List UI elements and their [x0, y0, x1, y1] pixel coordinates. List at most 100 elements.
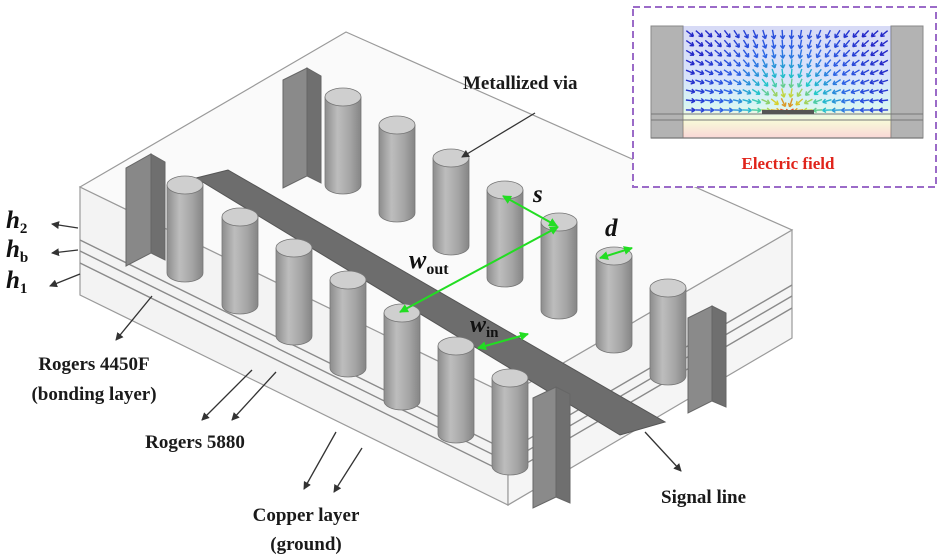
field-arrow — [761, 98, 771, 105]
leader-rogers-5880-b — [231, 371, 277, 421]
field-arrow — [850, 79, 860, 85]
field-arrow — [859, 107, 870, 113]
metallized-via — [324, 87, 362, 195]
field-arrow — [733, 39, 741, 48]
field-arrow — [795, 98, 804, 106]
metallized-via — [491, 368, 529, 476]
field-arrow — [806, 59, 813, 69]
label-s: s — [532, 181, 543, 208]
field-arrow — [851, 59, 860, 67]
label-d: d — [605, 215, 618, 242]
field-arrow — [761, 78, 769, 87]
field-arrow — [752, 49, 759, 59]
field-arrow — [704, 39, 713, 48]
field-arrow — [685, 79, 696, 85]
leader-metallized-via — [461, 112, 536, 158]
field-arrow — [723, 89, 733, 95]
field-arrow — [704, 69, 714, 76]
field-arrow — [814, 78, 822, 87]
field-arrow — [704, 98, 715, 104]
field-arrow — [704, 49, 714, 57]
metallized-via — [595, 246, 633, 354]
field-arrow — [813, 88, 823, 96]
inset-signal-strip — [762, 110, 814, 114]
label-win: win — [470, 312, 499, 341]
field-arrow — [779, 49, 786, 59]
field-arrow — [695, 69, 705, 76]
field-arrow — [860, 59, 870, 66]
field-arrow — [806, 29, 813, 40]
field-arrow — [733, 69, 742, 76]
field-arrow — [770, 29, 777, 40]
field-arrow — [770, 98, 780, 106]
field-arrow — [803, 98, 813, 105]
field-arrow — [831, 89, 842, 95]
end-post-front — [532, 386, 571, 509]
label-signal-line: Signal line — [661, 487, 746, 508]
field-arrow — [714, 98, 724, 104]
leader-hb — [51, 248, 79, 257]
field-arrow — [796, 88, 803, 98]
field-arrow — [714, 88, 724, 95]
field-arrow — [805, 78, 813, 88]
field-arrow — [869, 107, 879, 113]
label-rogers-4450f-line2: (bonding layer) — [31, 384, 156, 405]
field-arrow — [822, 107, 832, 113]
field-arrow — [770, 39, 777, 50]
field-arrow — [860, 69, 870, 76]
field-arrow — [733, 29, 740, 39]
field-arrow — [704, 59, 714, 66]
label-metallized-via: Metallized via — [463, 73, 578, 94]
electric-field-inset: Electric field — [632, 6, 937, 188]
field-arrow — [825, 39, 832, 49]
field-arrow — [723, 98, 734, 104]
field-arrow — [841, 69, 851, 76]
field-arrow — [878, 69, 889, 76]
field-arrow — [752, 29, 759, 40]
field-arrow — [714, 107, 724, 113]
field-arrow — [695, 97, 705, 104]
field-arrow — [771, 59, 777, 69]
field-arrow — [869, 97, 879, 104]
inset-field-region — [683, 26, 891, 138]
leader-lines — [49, 112, 682, 493]
field-arrow — [723, 69, 733, 76]
field-arrow — [850, 107, 860, 113]
field-arrow — [780, 78, 786, 89]
field-arrow — [788, 49, 795, 59]
field-arrow — [859, 98, 870, 104]
field-arrow — [742, 39, 749, 49]
field-arrow — [806, 68, 813, 78]
field-arrow — [733, 59, 741, 67]
arrow-wout — [399, 226, 559, 313]
field-arrow — [869, 59, 879, 66]
field-arrow — [840, 98, 851, 104]
field-arrow — [861, 39, 870, 48]
field-arrow — [852, 29, 860, 38]
field-arrow — [788, 78, 795, 89]
field-arrow — [824, 59, 832, 68]
field-arrow — [831, 98, 842, 104]
field-arrow — [788, 39, 795, 50]
metallized-via — [221, 207, 259, 315]
field-arrow — [762, 39, 768, 49]
field-arrow — [685, 49, 695, 56]
metallized-via — [540, 212, 578, 320]
label-h1: h1 — [6, 267, 27, 297]
field-arrow — [751, 78, 760, 87]
field-arrow — [685, 69, 696, 76]
end-post-left — [125, 153, 166, 267]
field-arrow — [780, 98, 787, 108]
field-arrow — [870, 49, 879, 57]
field-arrow — [771, 49, 777, 59]
field-arrow — [695, 49, 704, 57]
field-arrow — [869, 79, 879, 85]
field-arrow — [723, 107, 734, 113]
field-arrow — [771, 68, 777, 79]
field-arrow — [723, 49, 732, 58]
field-arrow — [822, 88, 832, 95]
field-arrow — [733, 107, 743, 113]
field-arrow — [815, 49, 822, 59]
label-hb: hb — [6, 236, 28, 266]
field-arrow — [797, 68, 803, 79]
